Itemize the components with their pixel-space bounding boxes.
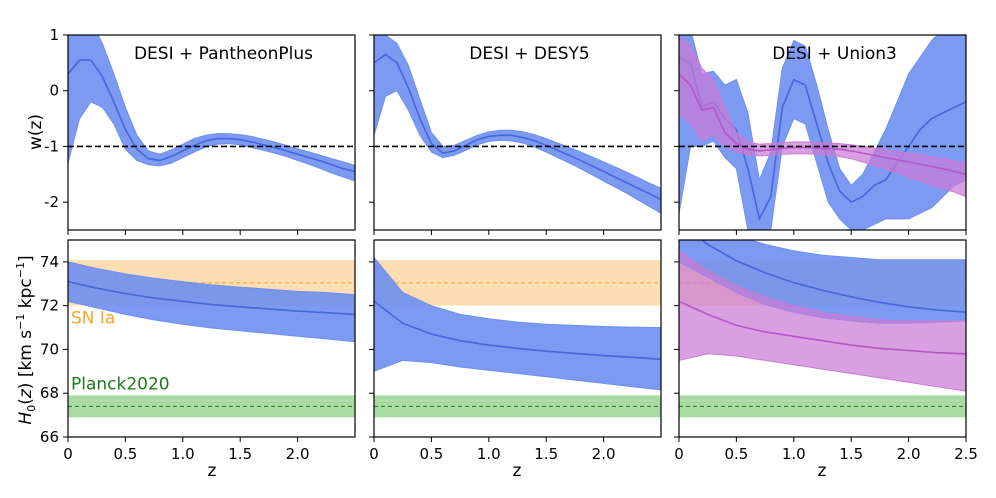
xlabel-panel-3: z (818, 461, 827, 481)
x-tick-label: 1.0 (171, 445, 195, 463)
mean-line-blue (374, 53, 661, 201)
confidence-band-purple (679, 35, 966, 198)
y-tick-label: 70 (40, 340, 59, 358)
y-tick-label: 68 (40, 384, 59, 402)
confidence-band-blue (68, 261, 355, 343)
axes-frame (67, 239, 356, 438)
reference-label-orange: SN Ia (71, 309, 115, 329)
y-tick-label: 0 (49, 82, 59, 100)
x-tick-label: 2.0 (592, 445, 616, 463)
x-tick-label: 0 (369, 445, 379, 463)
x-tick-label: 0 (63, 445, 73, 463)
confidence-band-purple (679, 250, 966, 392)
bottom-ylabel: H0(z) [km s−1 kpc−1] (14, 255, 38, 424)
reference-label-green: Planck2020 (71, 374, 170, 394)
y-tick-label: 74 (40, 253, 59, 271)
x-tick-label: 0.5 (113, 445, 137, 463)
mean-line-blue (68, 280, 355, 316)
y-tick-label: -1 (44, 137, 59, 155)
mean-line-purple (679, 73, 966, 176)
confidence-band-blue (374, 35, 661, 214)
y-tick-label: 66 (40, 428, 59, 446)
confidence-band-blue (374, 256, 661, 391)
plot-area-top_row-1 (68, 35, 355, 182)
x-tick-label: 1.5 (534, 445, 558, 463)
xlabel-panel-2: z (513, 461, 522, 481)
x-tick-label: 1.0 (782, 445, 806, 463)
x-tick-label: 0 (674, 445, 684, 463)
axes-frame (373, 34, 662, 231)
x-tick-label: 1.0 (477, 445, 501, 463)
axes-frame (373, 239, 662, 438)
plot-area-bottom_row-2 (374, 256, 661, 418)
plot-area-top_row-3 (679, 35, 966, 230)
x-tick-label: 2.0 (897, 445, 921, 463)
plot-area-bottom_row-1 (68, 260, 355, 418)
confidence-band-blue (68, 35, 355, 182)
x-tick-label: 1.5 (228, 445, 252, 463)
panel-title: DESI + Union3 (772, 44, 897, 64)
mean-line-blue (700, 240, 966, 313)
axes-frame (678, 239, 967, 438)
y-tick-label: 1 (49, 26, 59, 44)
axes-frame (67, 34, 356, 231)
mean-line-blue (68, 59, 355, 173)
panel-title: DESI + PantheonPlus (134, 44, 313, 64)
xlabel-panel-1: z (208, 461, 217, 481)
panel-title: DESI + DESY5 (469, 44, 590, 64)
y-tick-label: 72 (40, 297, 59, 315)
top-ylabel: w(z) (26, 114, 46, 150)
y-tick-label: -2 (44, 193, 59, 211)
x-tick-label: 0.5 (419, 445, 443, 463)
plot-area-bottom_row-3 (679, 240, 966, 418)
mean-line-blue (374, 300, 661, 361)
mean-line-purple (679, 300, 966, 355)
x-tick-label: 1.5 (839, 445, 863, 463)
axes-frame (678, 34, 967, 231)
x-tick-label: 2.5 (954, 445, 978, 463)
x-tick-label: 0.5 (724, 445, 748, 463)
plot-area-top_row-2 (374, 35, 661, 214)
x-tick-label: 2.0 (286, 445, 310, 463)
